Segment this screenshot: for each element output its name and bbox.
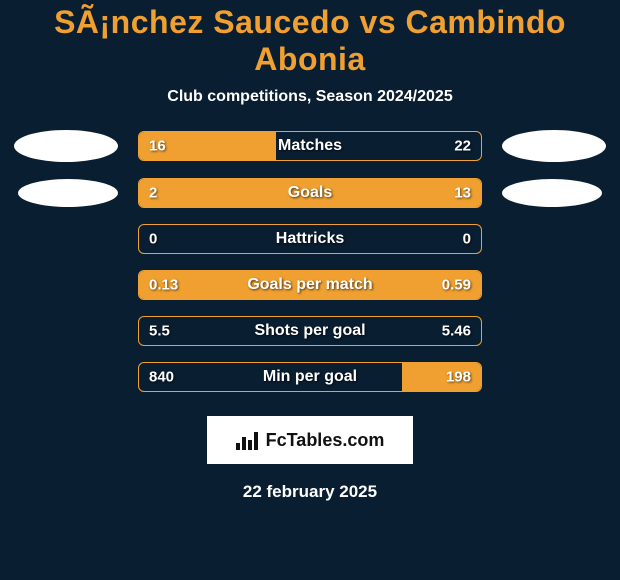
stat-rows: 16 22 Matches 2 13 Goals 0 0 Hattricks 0.13 0.59 Go…	[6, 130, 614, 408]
stat-label: Hattricks	[276, 230, 344, 248]
stat-row: 16 22 Matches	[6, 130, 614, 162]
brand-badge: FcTables.com	[207, 416, 413, 464]
stat-row: 2 13 Goals	[6, 178, 614, 208]
stat-row: 0.13 0.59 Goals per match	[6, 270, 614, 300]
stat-value-right: 5.46	[442, 323, 471, 340]
stat-value-left: 2	[149, 185, 157, 202]
stat-bar: 5.5 5.46 Shots per goal	[138, 316, 482, 346]
stat-label: Matches	[278, 137, 342, 155]
player-avatar-right	[502, 130, 606, 162]
stat-value-right: 0	[463, 231, 471, 248]
page-title: SÃ¡nchez Saucedo vs Cambindo Abonia	[0, 4, 620, 78]
player-avatar-left	[18, 179, 118, 207]
stat-value-left: 840	[149, 369, 174, 386]
chart-icon	[236, 430, 260, 450]
stat-bar: 0.13 0.59 Goals per match	[138, 270, 482, 300]
date-text: 22 february 2025	[243, 482, 377, 502]
stat-value-left: 0.13	[149, 277, 178, 294]
stat-value-right: 13	[454, 185, 471, 202]
brand-text: FcTables.com	[266, 430, 385, 451]
stat-value-left: 16	[149, 138, 166, 155]
stat-label: Min per goal	[263, 368, 357, 386]
stat-row: 5.5 5.46 Shots per goal	[6, 316, 614, 346]
bar-fill-right	[201, 179, 481, 207]
player-avatar-left	[14, 130, 118, 162]
stat-label: Shots per goal	[254, 322, 365, 340]
stat-row: 0 0 Hattricks	[6, 224, 614, 254]
comparison-container: SÃ¡nchez Saucedo vs Cambindo Abonia Club…	[0, 0, 620, 502]
stat-bar: 0 0 Hattricks	[138, 224, 482, 254]
stat-bar: 2 13 Goals	[138, 178, 482, 208]
brand-logo: FcTables.com	[236, 430, 385, 451]
stat-bar: 840 198 Min per goal	[138, 362, 482, 392]
player-avatar-right	[502, 179, 602, 207]
stat-row: 840 198 Min per goal	[6, 362, 614, 392]
stat-label: Goals per match	[247, 276, 372, 294]
stat-bar: 16 22 Matches	[138, 131, 482, 161]
stat-label: Goals	[288, 184, 332, 202]
stat-value-left: 0	[149, 231, 157, 248]
stat-value-right: 22	[454, 138, 471, 155]
page-subtitle: Club competitions, Season 2024/2025	[167, 88, 452, 106]
stat-value-left: 5.5	[149, 323, 170, 340]
stat-value-right: 0.59	[442, 277, 471, 294]
stat-value-right: 198	[446, 369, 471, 386]
